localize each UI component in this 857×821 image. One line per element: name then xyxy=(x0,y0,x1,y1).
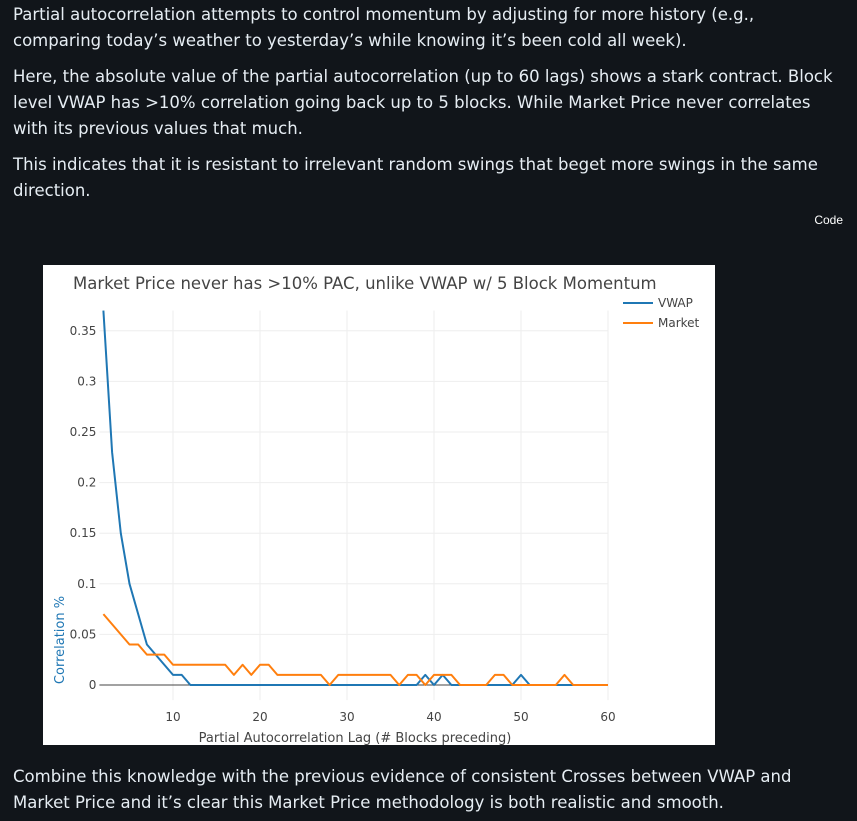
x-axis-label: Partial Autocorrelation Lag (# Blocks pr… xyxy=(199,731,512,745)
y-tick-label: 0.15 xyxy=(70,526,97,540)
x-tick-label: 60 xyxy=(600,710,615,724)
y-tick-label: 0.25 xyxy=(70,425,97,439)
y-tick-label: 0.1 xyxy=(77,577,96,591)
series-line-market xyxy=(102,613,608,686)
chart-title: Market Price never has >10% PAC, unlike … xyxy=(73,274,657,293)
paragraph-resistance: This indicates that it is resistant to i… xyxy=(13,155,818,200)
x-tick-label: 50 xyxy=(513,710,528,724)
code-toggle-button[interactable]: Code xyxy=(814,213,843,227)
legend-label: Market xyxy=(658,316,700,330)
paragraph-conclusion: Combine this knowledge with the previous… xyxy=(13,767,792,812)
legend-label: VWAP xyxy=(658,296,693,310)
paragraph-intro: Partial autocorrelation attempts to cont… xyxy=(13,5,755,50)
y-axis-label: Correlation % xyxy=(53,596,68,684)
x-tick-label: 20 xyxy=(252,710,267,724)
paragraph-contrast: Here, the absolute value of the partial … xyxy=(13,67,833,138)
legend-item-market[interactable]: Market xyxy=(623,316,700,330)
y-tick-label: 0.3 xyxy=(77,374,96,388)
y-tick-label: 0.35 xyxy=(70,324,97,338)
legend-item-vwap[interactable]: VWAP xyxy=(623,296,693,310)
x-tick-label: 10 xyxy=(165,710,180,724)
y-tick-label: 0 xyxy=(89,678,97,692)
y-tick-label: 0.05 xyxy=(70,627,97,641)
legend[interactable]: VWAP Market xyxy=(623,296,700,330)
series-line-vwap xyxy=(102,310,608,686)
chart-svg: 10 20 30 40 50 60 0 0.05 0.1 0.15 0.2 0.25 0.3 0.35 M… xyxy=(53,274,700,746)
y-tick-label: 0.2 xyxy=(77,476,96,490)
pac-chart: 10 20 30 40 50 60 0 0.05 0.1 0.15 0.2 0.25 0.3 0.35 M… xyxy=(43,265,715,746)
x-tick-label: 40 xyxy=(426,710,441,724)
x-tick-label: 30 xyxy=(339,710,354,724)
